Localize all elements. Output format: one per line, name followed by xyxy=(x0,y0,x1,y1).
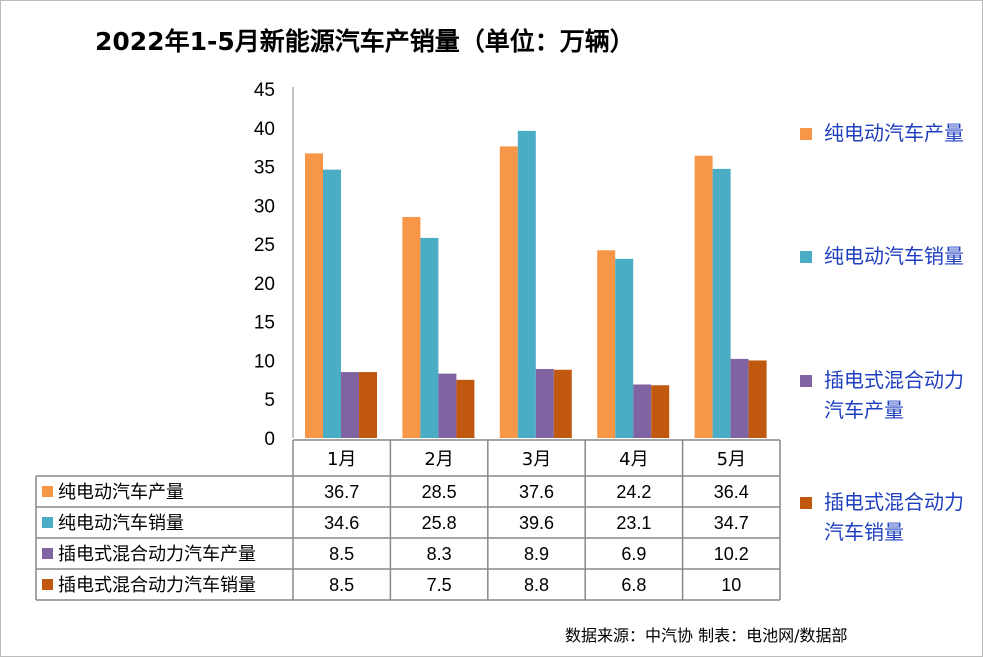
bar-3-4月 xyxy=(633,384,652,438)
data-label: 28.5 xyxy=(422,482,457,502)
chart-title: 2022年1-5月新能源汽车产销量（单位：万辆） xyxy=(95,27,635,56)
data-label: 36.4 xyxy=(714,482,749,502)
bar-1-5月 xyxy=(694,155,713,438)
bar-4-4月 xyxy=(651,385,670,438)
x-tick-label: 1月 xyxy=(327,449,356,470)
bar-2-4月 xyxy=(615,258,634,438)
y-tick-label: 40 xyxy=(254,119,275,140)
x-tick-label: 3月 xyxy=(522,449,551,470)
legend-swatch xyxy=(800,128,812,140)
table-series-label: 插电式混合动力汽车销量 xyxy=(58,575,256,596)
data-label: 8.3 xyxy=(427,544,452,564)
data-label: 23.1 xyxy=(616,513,651,533)
bar-2-5月 xyxy=(712,168,731,439)
y-tick-label: 15 xyxy=(254,313,275,334)
table-legend-swatch xyxy=(42,517,53,528)
data-label: 7.5 xyxy=(427,575,452,595)
y-tick-label: 30 xyxy=(254,196,275,217)
data-label: 8.5 xyxy=(329,575,354,595)
bar-1-1月 xyxy=(305,153,323,439)
table-series-label: 纯电动汽车销量 xyxy=(58,513,184,534)
data-label: 24.2 xyxy=(616,482,651,502)
bar-3-2月 xyxy=(438,373,457,438)
bar-1-4月 xyxy=(597,250,616,438)
bar-3-1月 xyxy=(341,372,359,438)
data-label: 36.7 xyxy=(324,482,359,502)
data-label: 37.6 xyxy=(519,482,554,502)
data-label: 8.5 xyxy=(329,544,354,564)
legend-swatch xyxy=(800,375,812,387)
legend-label: 纯电动汽车销量 xyxy=(824,244,964,268)
data-label: 6.8 xyxy=(621,575,646,595)
table-legend-swatch xyxy=(42,486,53,497)
source-note: 数据来源：中汽协 制表：电池网/数据部 xyxy=(565,626,848,645)
data-label: 25.8 xyxy=(422,513,457,533)
y-tick-label: 10 xyxy=(254,351,275,372)
table-legend-swatch xyxy=(42,548,53,559)
x-tick-label: 4月 xyxy=(619,449,648,470)
legend-label: 插电式混合动力汽车销量 xyxy=(824,490,964,544)
table-legend-swatch xyxy=(42,579,53,590)
table-series-label: 插电式混合动力汽车产量 xyxy=(58,544,256,565)
data-label: 6.9 xyxy=(621,544,646,564)
y-tick-label: 20 xyxy=(254,274,275,295)
legend-label: 插电式混合动力汽车产量 xyxy=(824,368,964,422)
data-label: 8.9 xyxy=(524,544,549,564)
bar-1-2月 xyxy=(402,216,421,438)
y-tick-label: 45 xyxy=(254,80,275,101)
table-series-label: 纯电动汽车产量 xyxy=(58,482,184,503)
legend-swatch xyxy=(800,251,812,263)
y-tick-label: 25 xyxy=(254,235,275,256)
data-label: 8.8 xyxy=(524,575,549,595)
bar-2-3月 xyxy=(517,130,536,438)
y-tick-label: 5 xyxy=(264,390,275,411)
data-label: 10 xyxy=(721,575,741,595)
bar-4-3月 xyxy=(553,369,572,438)
x-tick-label: 5月 xyxy=(717,449,746,470)
data-label: 34.6 xyxy=(324,513,359,533)
bar-2-1月 xyxy=(323,169,341,438)
bar-2-2月 xyxy=(420,237,439,438)
legend-swatch xyxy=(800,497,812,509)
bar-3-3月 xyxy=(535,368,554,438)
data-label: 10.2 xyxy=(714,544,749,564)
x-tick-label: 2月 xyxy=(424,449,453,470)
y-tick-label: 0 xyxy=(264,429,275,450)
bar-4-2月 xyxy=(456,379,475,438)
bar-4-5月 xyxy=(748,360,767,438)
bar-4-1月 xyxy=(359,372,377,438)
data-label: 39.6 xyxy=(519,513,554,533)
bar-3-5月 xyxy=(730,358,749,438)
legend-label: 纯电动汽车产量 xyxy=(824,121,964,145)
bar-1-3月 xyxy=(499,146,518,438)
y-tick-label: 35 xyxy=(254,158,275,179)
data-label: 34.7 xyxy=(714,513,749,533)
